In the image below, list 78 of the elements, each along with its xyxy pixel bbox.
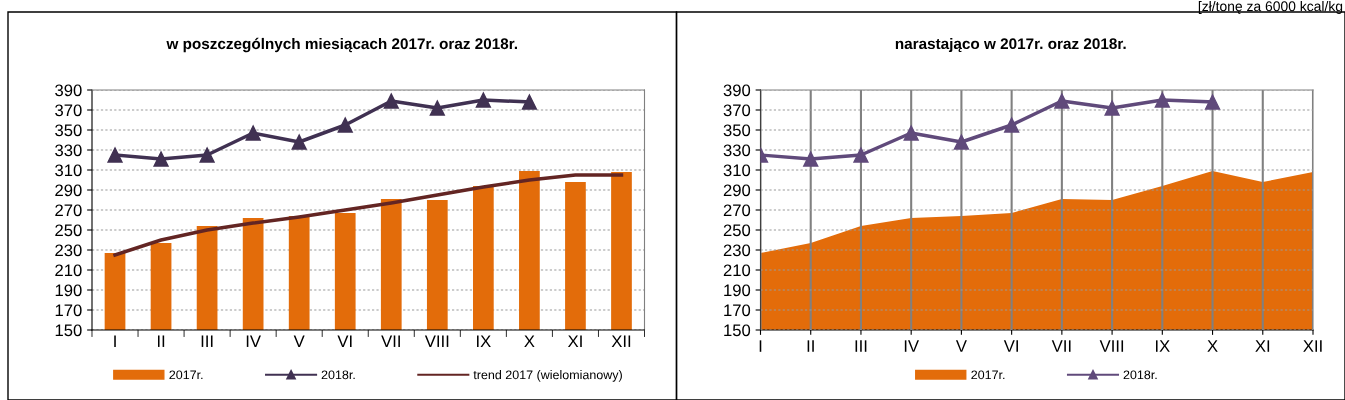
x-tick-label: VIII	[1099, 340, 1124, 352]
point	[199, 147, 215, 163]
chart-title: narastająco w 2017r. oraz 2018r.	[895, 37, 1126, 53]
y-tick-label: 390	[723, 84, 751, 97]
x-tick-label: X	[1207, 340, 1218, 352]
point	[1154, 92, 1170, 108]
x-tick-label: XII	[611, 335, 631, 347]
point	[1003, 117, 1020, 133]
chart-title: w poszczególnych miesiącach 2017r. oraz 2018r.	[166, 37, 517, 53]
y-tick-label: 150	[55, 324, 82, 337]
point	[429, 100, 445, 116]
x-tick-label: IX	[1155, 340, 1170, 352]
x-tick-label: XI	[1255, 340, 1270, 352]
y-tick-label: 250	[723, 224, 751, 237]
y-tick-label: 350	[55, 124, 82, 137]
point	[903, 125, 919, 141]
point	[1054, 93, 1070, 109]
point	[153, 151, 169, 167]
point	[475, 92, 491, 108]
point	[803, 151, 819, 167]
point	[291, 134, 307, 150]
point	[853, 147, 869, 163]
y-tick-label: 390	[55, 84, 82, 97]
point	[245, 125, 261, 141]
y-tick-label: 190	[55, 284, 82, 297]
line-series	[113, 173, 624, 257]
x-tick-label: III	[855, 340, 867, 352]
x-tick-label: IV	[246, 335, 261, 347]
x-tick-label: I	[114, 335, 116, 347]
x-tick-label: VI	[1003, 340, 1018, 352]
y-tick-label: 170	[55, 304, 82, 317]
legend-label: 2017r.	[971, 370, 1005, 380]
point	[1204, 94, 1221, 110]
x-tick-label: II	[157, 335, 165, 347]
y-tick-label: 310	[723, 164, 751, 177]
x-tick-label: V	[293, 335, 305, 347]
point	[107, 147, 123, 163]
legend-label: 2018r.	[1123, 370, 1157, 380]
x-tick-label: VII	[1051, 340, 1071, 352]
y-tick-label: 310	[55, 164, 82, 177]
x-tick-label: III	[201, 335, 213, 347]
x-tick-label: X	[524, 335, 535, 347]
y-tick-label: 250	[55, 224, 82, 237]
x-tick-label: VIII	[424, 335, 449, 347]
y-tick-label: 330	[723, 144, 751, 157]
y-tick-label: 150	[724, 324, 751, 337]
y-tick-label: 270	[55, 204, 82, 217]
point	[383, 93, 399, 109]
point	[1104, 100, 1120, 116]
y-tick-label: 290	[55, 184, 82, 197]
y-tick-label: 270	[723, 204, 751, 217]
y-tick-label: 370	[55, 104, 82, 117]
x-tick-label: VI	[337, 335, 352, 347]
y-tick-label: 290	[723, 184, 751, 197]
text: [zł/tonę za 6000 kcal/kg	[1198, 1, 1343, 14]
legend-label: 2017r.	[169, 370, 203, 380]
y-tick-label: 230	[723, 244, 751, 257]
point	[521, 94, 538, 110]
legend-label: trend 2017 (wielomianowy)	[473, 370, 622, 382]
point	[953, 134, 970, 150]
y-tick-label: 330	[55, 144, 82, 157]
x-tick-label: XII	[1303, 340, 1322, 352]
x-tick-label: XI	[567, 335, 582, 347]
y-tick-label: 190	[724, 284, 751, 297]
x-tick-label: V	[955, 340, 967, 352]
y-tick-label: 370	[723, 104, 751, 117]
x-tick-label: II	[807, 340, 814, 352]
y-tick-label: 230	[55, 244, 82, 257]
x-tick-label: VII	[381, 335, 400, 347]
x-tick-label: IX	[477, 335, 491, 347]
x-tick-label: IV	[904, 340, 919, 352]
y-tick-label: 210	[55, 264, 82, 277]
x-tick-label: I	[759, 340, 762, 352]
legend-label: 2018r.	[321, 370, 355, 380]
y-tick-label: 350	[723, 124, 751, 137]
y-tick-label: 210	[723, 264, 751, 277]
y-tick-label: 170	[724, 304, 751, 317]
point	[337, 117, 353, 133]
